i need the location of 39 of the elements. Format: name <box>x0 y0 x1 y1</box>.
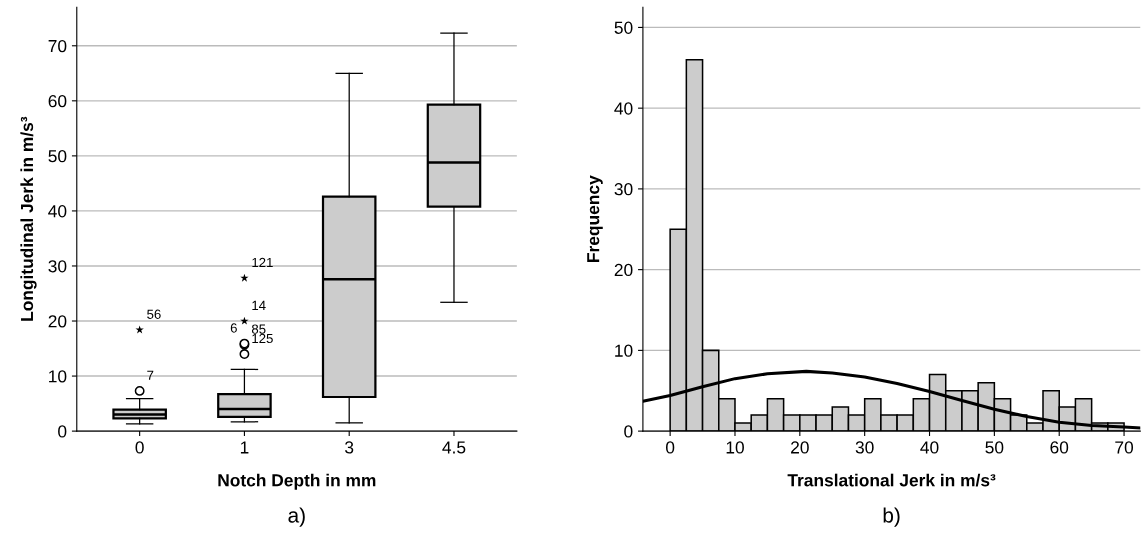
x-tick-label: 4.5 <box>442 441 466 454</box>
y-tick-label: 60 <box>48 94 67 108</box>
x-tick-label: 70 <box>1115 441 1134 454</box>
y-axis-title: Frequency <box>587 175 603 262</box>
y-tick-label: 20 <box>614 263 633 277</box>
y-tick-label: 0 <box>58 425 67 438</box>
x-tick-label: 0 <box>665 441 675 454</box>
x-tick-label: 10 <box>726 441 744 454</box>
annotation: 56 <box>147 309 161 319</box>
x-tick-label: 40 <box>920 441 939 454</box>
annotation: 121 <box>252 257 273 268</box>
annotation: 7 <box>147 370 154 380</box>
x-tick-label: 20 <box>791 441 809 454</box>
y-tick-label: 10 <box>615 344 633 357</box>
x-tick-label: 3 <box>345 441 354 454</box>
y-tick-label: 40 <box>614 102 633 115</box>
annotation: 85 <box>251 324 266 334</box>
y-tick-label: 70 <box>48 39 67 53</box>
x-axis-title: Translational Jerk in m/s³ <box>787 473 996 487</box>
y-tick-label: 20 <box>48 315 67 328</box>
y-tick-label: 50 <box>614 21 633 34</box>
y-tick-label: 50 <box>48 150 67 163</box>
x-tick-label: 60 <box>1050 441 1069 454</box>
y-tick-label: 0 <box>624 425 633 438</box>
y-tick-label: 10 <box>49 370 67 383</box>
text: a) <box>288 507 305 527</box>
x-axis-title: Notch Depth in mm <box>218 473 376 490</box>
x-tick-label: 50 <box>985 441 1004 454</box>
y-axis-title: Longitudinal Jerk in m/s³ <box>20 116 37 321</box>
annotation: 14 <box>252 300 266 310</box>
x-tick-label: 0 <box>135 441 144 454</box>
y-tick-label: 30 <box>614 183 633 196</box>
text: b) <box>883 507 900 527</box>
y-tick-label: 30 <box>48 260 67 273</box>
annotation: 125 <box>252 333 273 344</box>
x-tick-label: 1 <box>240 441 249 454</box>
annotation: 6 <box>230 323 237 333</box>
y-tick-label: 40 <box>48 205 67 218</box>
x-tick-label: 30 <box>855 441 874 454</box>
